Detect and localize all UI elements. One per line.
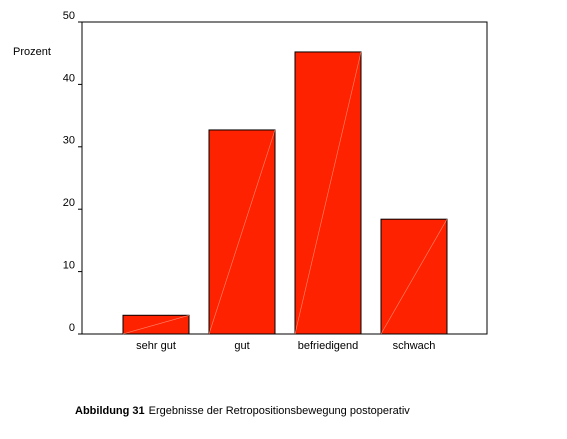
y-tick-label: 0: [69, 322, 75, 334]
caption-label: Abbildung 31: [75, 405, 145, 417]
x-tick-label: schwach: [393, 340, 436, 352]
caption-text: Ergebnisse der Retropositionsbewegung po…: [149, 405, 411, 417]
x-tick-label: befriedigend: [298, 340, 359, 352]
y-axis-label: Prozent: [13, 46, 51, 58]
x-tick-label: gut: [234, 340, 249, 352]
caption: Abbildung 31 Ergebnisse der Retroposition…: [75, 405, 410, 417]
bar-hatch: [380, 219, 448, 335]
y-tick-label: 40: [63, 72, 75, 84]
bar-hatch: [208, 129, 276, 335]
y-tick-label: 50: [63, 10, 75, 22]
bar-hatch: [294, 51, 362, 335]
y-tick-label: 20: [63, 197, 75, 209]
y-tick-label: 10: [63, 260, 75, 272]
plot-frame: [81, 21, 488, 335]
bar-hatch: [122, 314, 190, 335]
x-tick-label: sehr gut: [136, 340, 176, 352]
y-tick-label: 30: [63, 135, 75, 147]
